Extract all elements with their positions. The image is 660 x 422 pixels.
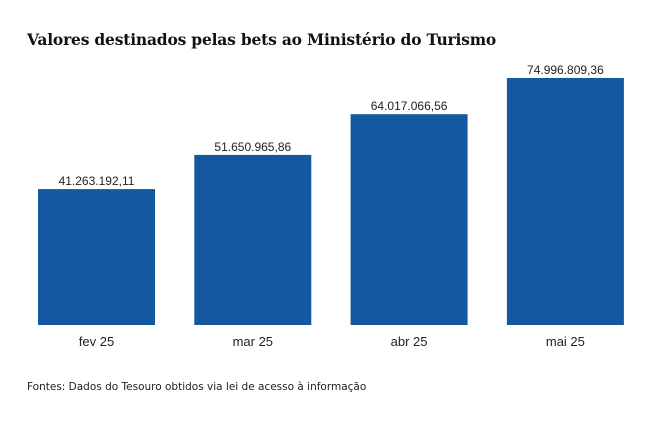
value-label-abr-25: 64.017.066,56 [371, 99, 448, 113]
x-tick-label-fev-25: fev 25 [79, 334, 114, 349]
bar-mar-25 [194, 154, 312, 325]
value-label-mar-25: 51.650.965,86 [214, 140, 291, 154]
value-labels-group: 41.263.192,11 51.650.965,86 64.017.066,56 7… [59, 63, 605, 188]
bar-mai-25 [506, 78, 624, 325]
bar-fev-25 [38, 189, 155, 325]
x-tick-label-mar-25: mar 25 [233, 334, 273, 349]
value-label-fev-25: 41.263.192,11 [59, 174, 135, 188]
x-axis-ticks-group: fev 25 mar 25 abr 25 mai 25 [79, 334, 585, 349]
x-tick-label-mai-25: mai 25 [546, 334, 585, 349]
chart-title: Valores destinados pelas bets ao Ministé… [27, 30, 497, 49]
source-note: Fontes: Dados do Tesouro obtidos via lei… [27, 381, 367, 393]
bar-abr-25 [350, 114, 468, 325]
x-tick-label-abr-25: abr 25 [391, 334, 428, 349]
bars-group [38, 78, 624, 325]
value-label-mai-25: 74.996.809,36 [527, 63, 604, 77]
